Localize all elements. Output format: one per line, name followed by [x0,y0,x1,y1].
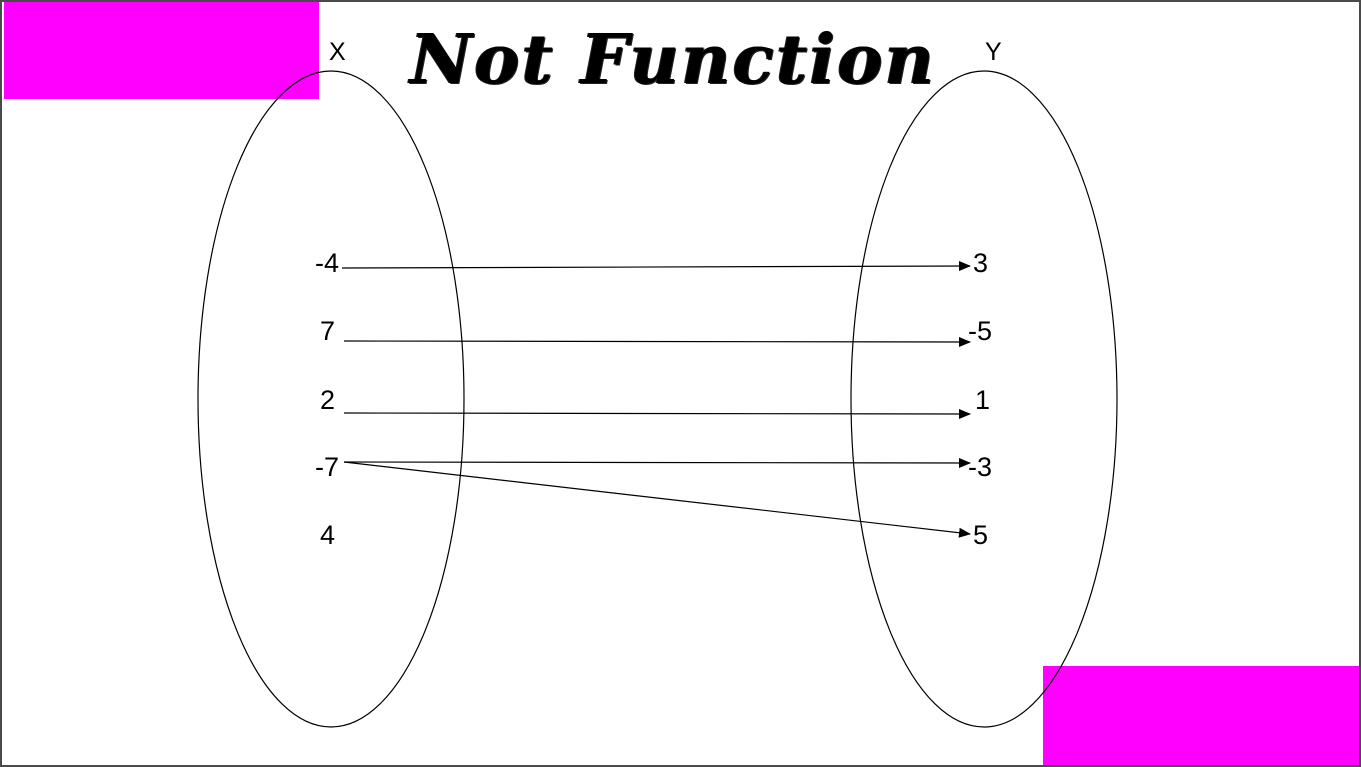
domain-oval [197,70,465,728]
mapping-arrow [343,457,971,468]
range-set-label: Y [985,38,1002,66]
domain-value: 7 [320,316,336,346]
range-oval [850,70,1118,728]
domain-set-label: X [329,38,346,66]
range-value: 1 [975,385,991,415]
corner-accent-top-left [4,2,319,99]
domain-value: -7 [315,452,340,482]
mapping-arrow [343,408,971,419]
range-value: 3 [973,248,989,278]
range-value: -5 [968,316,993,346]
domain-value: 4 [320,520,336,550]
range-value: -3 [968,452,993,482]
mapping-arrow [343,336,971,347]
range-value: 5 [973,520,989,550]
domain-value: -4 [315,248,340,278]
domain-value: 2 [320,385,336,415]
diagram-title: Not Function [410,20,936,100]
corner-accent-bottom-right [1043,666,1359,765]
mapping-arrow [343,461,971,538]
mapping-arrow [341,261,971,272]
